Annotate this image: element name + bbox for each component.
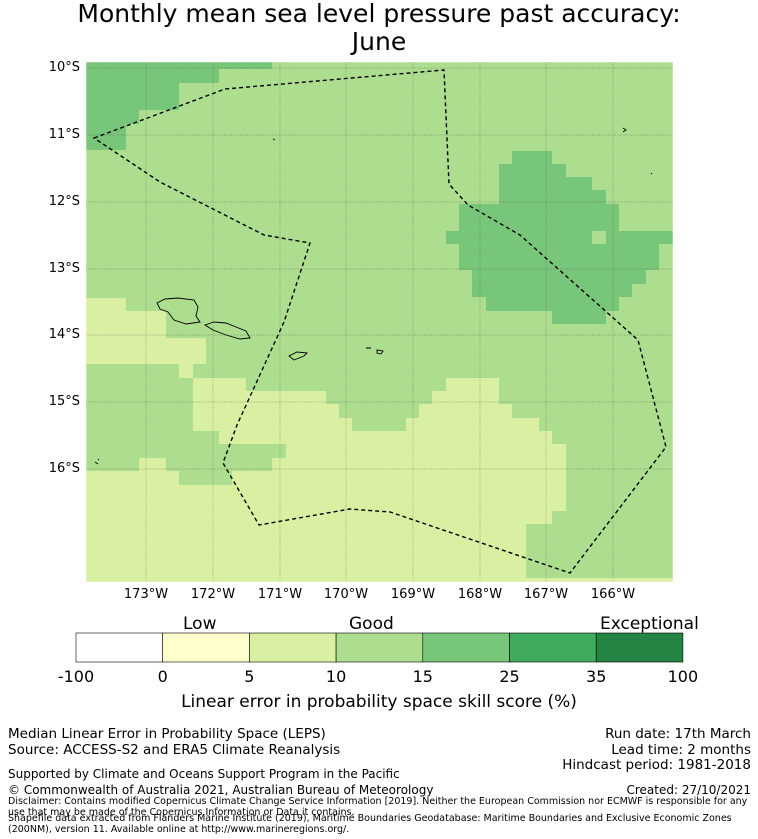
swains-island	[272, 138, 276, 141]
colorbar-swatch	[162, 632, 250, 663]
tokelau-atoll	[622, 127, 627, 133]
chart-title: Monthly mean sea level pressure past acc…	[77, 0, 681, 28]
colorbar-tick-label: 15	[412, 667, 433, 686]
colorbar-tick-label: 35	[586, 667, 607, 686]
colorbar-swatch	[422, 632, 510, 663]
colorbar-tick-label: 0	[157, 667, 168, 686]
skill-gap-east	[592, 231, 606, 244]
lat-label: 14°S	[48, 327, 80, 342]
colorbar-tick-label: 100	[667, 667, 699, 686]
colorbar-swatch	[595, 632, 684, 663]
colorbar-category-low: Low	[183, 614, 217, 634]
lon-label: 173°W	[123, 587, 169, 602]
leps-description: Median Linear Error in Probability Space…	[8, 726, 326, 742]
colorbar-swatch	[249, 632, 337, 663]
colorbar-category-exceptional: Exceptional	[600, 614, 699, 634]
chart-subtitle-month: June	[351, 27, 407, 56]
colorbar-swatch	[75, 632, 163, 663]
tutuila-island	[288, 351, 308, 361]
lat-label: 16°S	[48, 461, 80, 476]
skill-region-15-25-east	[446, 151, 673, 324]
lat-label: 12°S	[48, 194, 80, 209]
copyright: © Commonwealth of Australia 2021, Austra…	[8, 783, 434, 797]
small-islet-east	[650, 172, 653, 175]
lat-label: 11°S	[48, 127, 80, 142]
colorbar-label: Linear error in probability space skill …	[181, 692, 577, 712]
lon-label: 172°W	[190, 587, 236, 602]
shapefile-credit: Shapefile data extracted from Flanders M…	[8, 813, 732, 835]
lat-label: 15°S	[48, 394, 80, 409]
lat-label: 10°S	[48, 60, 80, 75]
manua-islands	[366, 347, 384, 355]
colorbar	[75, 632, 684, 663]
lon-label: 169°W	[390, 587, 436, 602]
colorbar-swatch	[509, 632, 597, 663]
colorbar-tick-label: 25	[499, 667, 520, 686]
data-source: Source: ACCESS-S2 and ERA5 Climate Reana…	[8, 742, 341, 758]
hindcast-period: Hindcast period: 1981-2018	[562, 757, 751, 773]
lon-label: 170°W	[323, 587, 369, 602]
upolu-island	[203, 321, 251, 340]
colorbar-category-good: Good	[349, 614, 394, 634]
map-frame	[85, 61, 674, 583]
eez-boundary	[92, 69, 667, 574]
lat-label: 13°S	[48, 261, 80, 276]
lon-label: 168°W	[457, 587, 503, 602]
map-figure	[75, 61, 684, 663]
lon-label: 167°W	[523, 587, 569, 602]
colorbar-swatch	[335, 632, 424, 663]
skill-region-5-10-south	[86, 298, 673, 582]
lead-time: Lead time: 2 months	[611, 742, 751, 758]
colorbar-tick-label: -100	[57, 667, 95, 686]
skill-strip-southeast	[619, 578, 659, 582]
islands	[94, 127, 653, 465]
skill-region-15-25-northwest	[86, 62, 272, 150]
wallis-islet	[94, 458, 100, 465]
created-date: Created: 27/10/2021	[626, 783, 751, 797]
disclaimer: Disclaimer: Contains modified Copernicus…	[8, 796, 748, 818]
colorbar-tick-label: 5	[244, 667, 255, 686]
colorbar-tick-label: 10	[325, 667, 347, 686]
lon-label: 171°W	[257, 587, 303, 602]
run-date: Run date: 17th March	[605, 726, 751, 742]
support-statement: Supported by Climate and Oceans Support …	[8, 767, 400, 781]
lon-label: 166°W	[590, 587, 636, 602]
savaii-island	[156, 297, 201, 325]
